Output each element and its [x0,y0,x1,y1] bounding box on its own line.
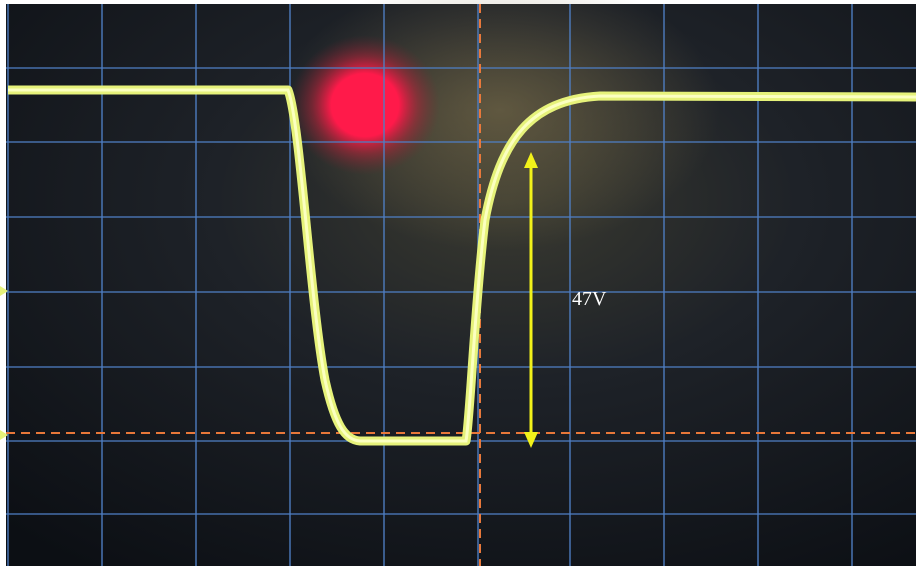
channel-marker [0,286,8,296]
trigger-marker [0,430,8,440]
waveform-core [8,88,917,443]
red-glow [290,35,440,175]
voltage-annotation: 47V [572,288,607,310]
measure-arrow [524,152,538,448]
